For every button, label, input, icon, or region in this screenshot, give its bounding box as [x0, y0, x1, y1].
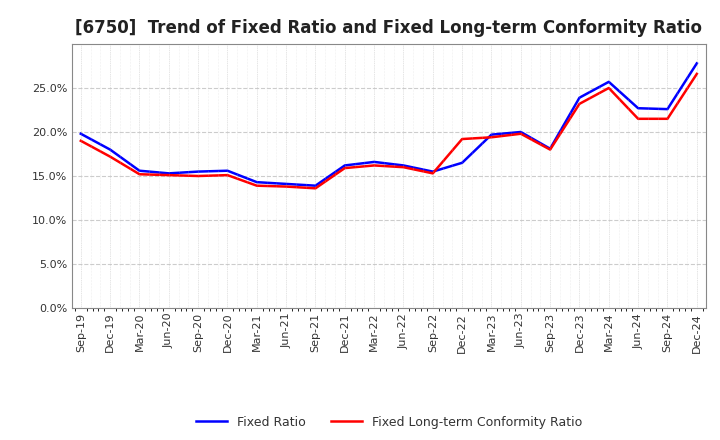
Fixed Ratio: [223, 168, 232, 173]
Fixed Long-term Conformity Ratio: [311, 186, 320, 191]
Fixed Ratio: [76, 131, 85, 136]
Fixed Long-term Conformity Ratio: [76, 138, 85, 143]
Fixed Ratio: [106, 147, 114, 152]
Fixed Ratio: [546, 146, 554, 151]
Fixed Ratio: [135, 168, 144, 173]
Fixed Long-term Conformity Ratio: [135, 172, 144, 177]
Fixed Long-term Conformity Ratio: [341, 165, 349, 171]
Fixed Ratio: [663, 106, 672, 112]
Fixed Long-term Conformity Ratio: [693, 71, 701, 77]
Fixed Ratio: [282, 181, 290, 187]
Fixed Long-term Conformity Ratio: [516, 131, 525, 136]
Legend: Fixed Ratio, Fixed Long-term Conformity Ratio: Fixed Ratio, Fixed Long-term Conformity …: [191, 411, 587, 434]
Fixed Long-term Conformity Ratio: [487, 135, 496, 140]
Fixed Ratio: [693, 61, 701, 66]
Fixed Long-term Conformity Ratio: [575, 101, 584, 106]
Fixed Ratio: [399, 163, 408, 168]
Fixed Long-term Conformity Ratio: [428, 171, 437, 176]
Fixed Long-term Conformity Ratio: [282, 184, 290, 189]
Fixed Long-term Conformity Ratio: [164, 172, 173, 178]
Fixed Ratio: [516, 129, 525, 135]
Fixed Long-term Conformity Ratio: [194, 173, 202, 179]
Fixed Ratio: [605, 79, 613, 84]
Fixed Ratio: [370, 159, 379, 165]
Fixed Long-term Conformity Ratio: [458, 136, 467, 142]
Fixed Ratio: [575, 95, 584, 100]
Fixed Ratio: [341, 163, 349, 168]
Fixed Long-term Conformity Ratio: [253, 183, 261, 188]
Fixed Long-term Conformity Ratio: [370, 163, 379, 168]
Line: Fixed Ratio: Fixed Ratio: [81, 63, 697, 186]
Fixed Ratio: [428, 169, 437, 174]
Fixed Ratio: [311, 183, 320, 188]
Line: Fixed Long-term Conformity Ratio: Fixed Long-term Conformity Ratio: [81, 74, 697, 188]
Fixed Long-term Conformity Ratio: [546, 147, 554, 152]
Fixed Ratio: [634, 106, 642, 111]
Fixed Long-term Conformity Ratio: [663, 116, 672, 121]
Fixed Long-term Conformity Ratio: [399, 165, 408, 170]
Fixed Ratio: [458, 160, 467, 165]
Title: [6750]  Trend of Fixed Ratio and Fixed Long-term Conformity Ratio: [6750] Trend of Fixed Ratio and Fixed Lo…: [76, 19, 702, 37]
Fixed Long-term Conformity Ratio: [106, 154, 114, 159]
Fixed Long-term Conformity Ratio: [223, 172, 232, 178]
Fixed Ratio: [194, 169, 202, 174]
Fixed Ratio: [164, 171, 173, 176]
Fixed Ratio: [487, 132, 496, 137]
Fixed Long-term Conformity Ratio: [605, 85, 613, 91]
Fixed Long-term Conformity Ratio: [634, 116, 642, 121]
Fixed Ratio: [253, 180, 261, 185]
